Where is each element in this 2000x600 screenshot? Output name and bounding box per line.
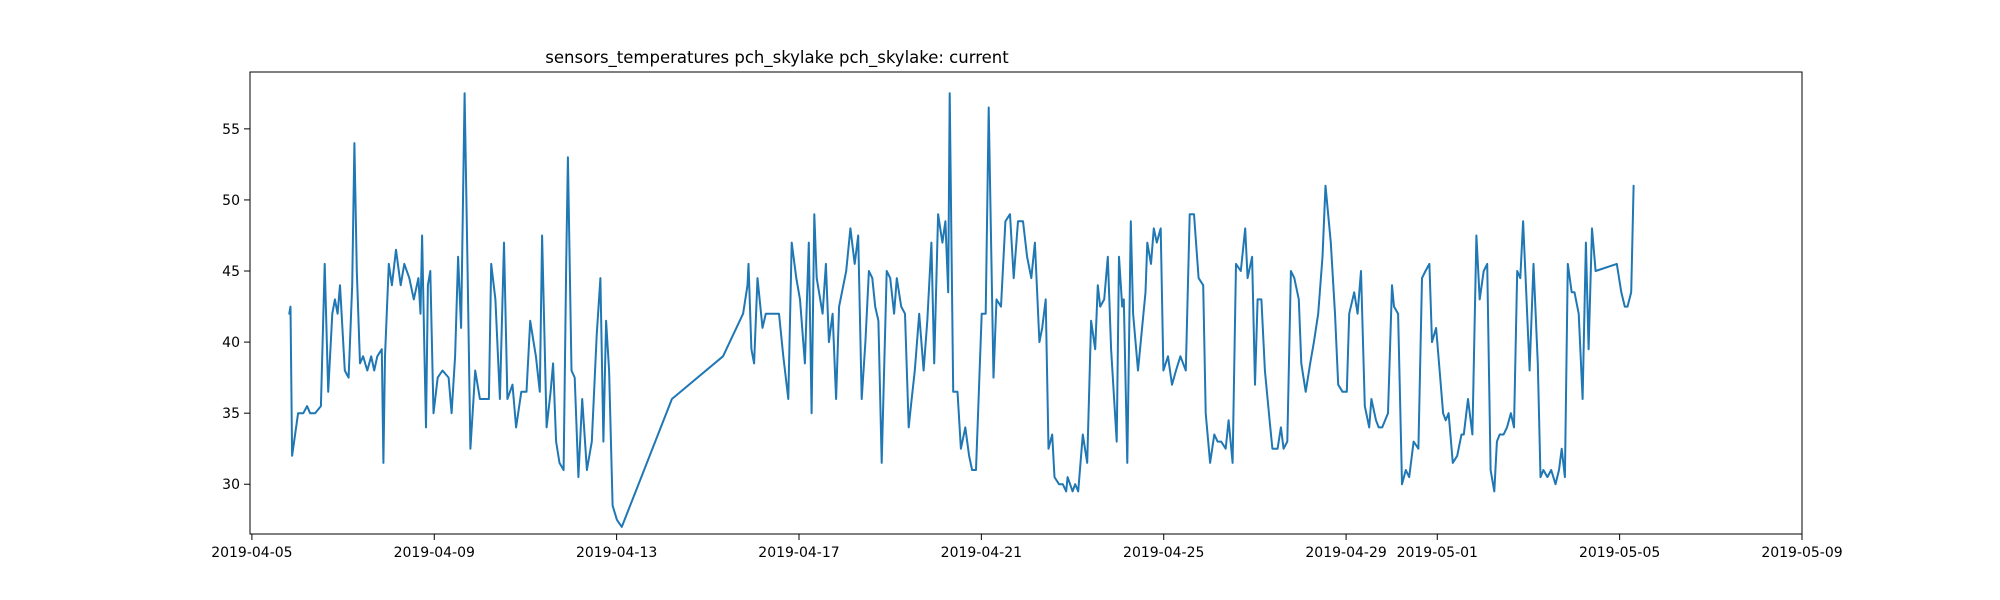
x-axis: 2019-04-05 2019-04-09 2019-04-13 2019-04-17… [211, 534, 1843, 561]
y-tick-label: 50 [222, 193, 240, 209]
x-tick-label: 2019-04-13 [576, 545, 657, 561]
x-tick-label: 2019-04-29 [1305, 545, 1386, 561]
y-tick-label: 40 [222, 335, 240, 351]
x-tick-label: 2019-04-21 [941, 545, 1022, 561]
y-tick-label: 30 [222, 477, 240, 493]
y-tick-label: 35 [222, 406, 240, 422]
plot-frame [249, 71, 1803, 535]
x-tick-label: 2019-05-05 [1579, 545, 1660, 561]
y-tick-label: 55 [222, 122, 240, 138]
series-layer [288, 92, 1635, 528]
y-axis: 30 35 40 45 50 55 [222, 122, 250, 493]
x-tick-label: 2019-05-01 [1397, 545, 1478, 561]
x-tick-label: 2019-05-09 [1761, 545, 1842, 561]
x-tick-label: 2019-04-17 [758, 545, 839, 561]
x-tick-label: 2019-04-09 [394, 545, 475, 561]
chart-title: sensors_temperatures pch_skylake pch_sky… [545, 48, 1009, 68]
series-line-current [288, 92, 1635, 528]
y-tick-label: 45 [222, 264, 240, 280]
x-tick-label: 2019-04-05 [211, 545, 292, 561]
x-tick-label: 2019-04-25 [1123, 545, 1204, 561]
